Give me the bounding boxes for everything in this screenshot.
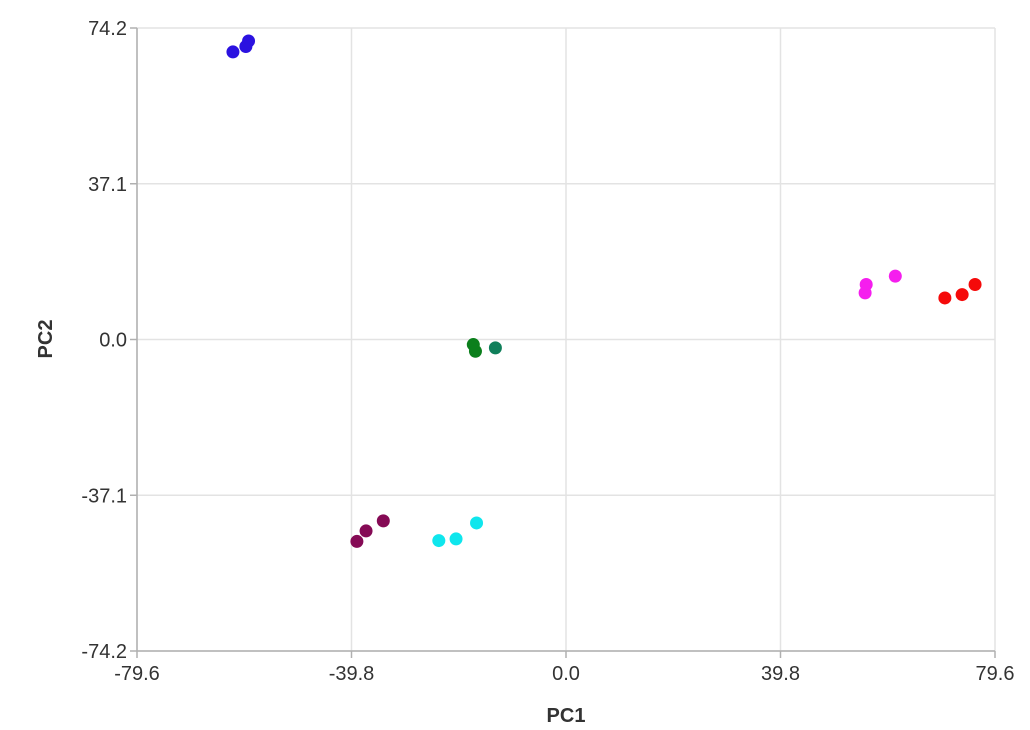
x-tick-label: -39.8: [329, 663, 375, 685]
data-point: [955, 288, 969, 302]
y-tick-label: -74.2: [81, 641, 127, 663]
y-axis-title: PC2: [35, 320, 57, 359]
data-point: [432, 534, 446, 548]
y-tick-label: 37.1: [88, 174, 127, 196]
data-point: [938, 291, 952, 305]
data-point: [488, 341, 502, 355]
data-point: [449, 532, 463, 546]
x-tick-label: 0.0: [552, 663, 580, 685]
y-tick-label: -37.1: [81, 485, 127, 507]
data-point: [242, 34, 256, 48]
y-tick-label: 0.0: [99, 330, 127, 352]
data-point: [350, 534, 364, 548]
y-tick-label: 74.2: [88, 18, 127, 40]
x-tick-label: 39.8: [761, 663, 800, 685]
axes-layer: -79.6 -39.8 0.0 39.8 79.6 74.2 37.1 0.0 -37.1 -74…: [81, 18, 1014, 685]
grid-layer: [136, 27, 996, 652]
data-point: [859, 278, 873, 292]
data-point: [359, 524, 373, 538]
data-point: [226, 45, 240, 59]
data-point: [888, 269, 902, 283]
points-layer: [226, 34, 982, 548]
x-tick-label: 79.6: [976, 663, 1015, 685]
data-point: [470, 516, 484, 530]
x-axis-title: PC1: [547, 705, 586, 727]
x-tick-label: -79.6: [114, 663, 160, 685]
data-point: [376, 514, 390, 528]
data-point: [968, 278, 982, 292]
data-point: [468, 344, 482, 358]
